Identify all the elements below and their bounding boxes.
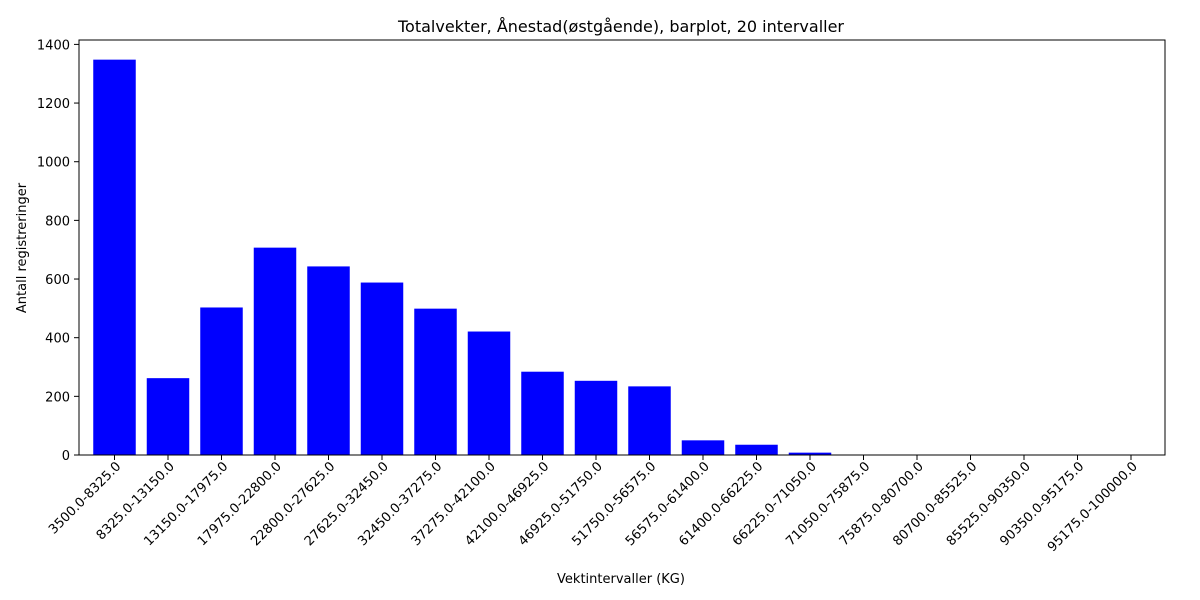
- x-axis-label: Vektintervaller (KG): [557, 572, 685, 587]
- bars-group: [93, 59, 832, 455]
- bar-11: [681, 440, 725, 455]
- bar-4: [307, 266, 350, 455]
- bar-3: [253, 247, 297, 455]
- y-axis-label: Antall registreringer: [15, 182, 30, 313]
- bar-10: [628, 386, 671, 455]
- y-axis: 0 200 400 600 800 1000 1200 1400: [37, 38, 79, 464]
- bar-13: [788, 452, 832, 455]
- y-tick-label: 400: [45, 332, 70, 347]
- bar-1: [146, 378, 190, 455]
- bar-9: [574, 380, 618, 455]
- y-tick-label: 0: [62, 449, 70, 464]
- x-tick-label: 95175.0-100000.0: [1045, 459, 1141, 555]
- x-axis: 3500.0-8325.08325.0-13150.013150.0-17975…: [46, 455, 1141, 555]
- plot-frame: [78, 39, 1166, 456]
- bar-6: [414, 308, 457, 455]
- y-tick-label: 1000: [37, 156, 70, 171]
- bar-5: [360, 282, 404, 455]
- y-tick-label: 1200: [37, 97, 70, 112]
- y-tick-label: 200: [45, 390, 70, 405]
- y-tick-label: 1400: [37, 38, 70, 53]
- bar-2: [200, 307, 243, 455]
- y-tick-label: 600: [45, 273, 70, 288]
- bar-0: [93, 59, 136, 455]
- bar-8: [521, 371, 564, 455]
- bar-12: [735, 444, 778, 455]
- y-tick-label: 800: [45, 214, 70, 229]
- chart-title: Totalvekter, Ånestad(østgående), barplot…: [397, 17, 844, 36]
- bar-7: [467, 331, 511, 455]
